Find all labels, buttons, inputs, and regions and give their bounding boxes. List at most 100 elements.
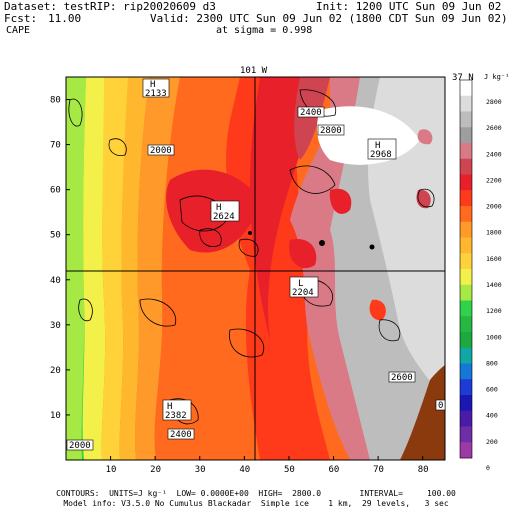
colorbar-swatch bbox=[460, 395, 472, 412]
x-tick-label: 10 bbox=[106, 465, 117, 475]
y-tick-label: 40 bbox=[50, 276, 61, 286]
colorbar-swatch bbox=[460, 111, 472, 128]
svg-text:H: H bbox=[216, 203, 221, 213]
x-tick-label: 80 bbox=[418, 465, 429, 475]
colorbar-swatch bbox=[460, 158, 472, 175]
colorbar-swatch bbox=[460, 410, 472, 427]
contour-label-2800: 2800 bbox=[317, 124, 345, 136]
sigma-label: at sigma = 0.998 bbox=[216, 25, 313, 36]
colorbar-swatch bbox=[460, 174, 472, 191]
svg-text:H: H bbox=[150, 80, 155, 90]
colorbar-units: J kg⁻¹ bbox=[484, 73, 509, 81]
colorbar-label: 2000 bbox=[486, 203, 502, 211]
y-tick-label: 60 bbox=[50, 186, 61, 196]
y-axis-ticks: 10 20 30 40 50 60 70 80 bbox=[50, 96, 70, 421]
dataset-label: Dataset: test bbox=[4, 0, 91, 13]
contour-label-2000-south: 2000 bbox=[66, 439, 94, 451]
colorbar-swatch bbox=[460, 143, 472, 160]
contour-label-2400-south: 2400 bbox=[167, 428, 195, 440]
svg-text:2624: 2624 bbox=[213, 212, 235, 222]
high-2133: H 2133 bbox=[142, 78, 170, 99]
colorbar-swatch bbox=[460, 221, 472, 238]
colorbar-swatch bbox=[460, 332, 472, 349]
x-axis-ticks: 10 20 30 40 50 60 70 80 bbox=[106, 456, 429, 475]
meridian-label: 101 W bbox=[240, 66, 268, 76]
svg-text:2600: 2600 bbox=[391, 373, 413, 383]
footer-model-info: Model info: V3.5.0 No Cumulus Blackadar … bbox=[63, 499, 449, 508]
svg-text:2968: 2968 bbox=[370, 150, 392, 160]
fcst-value: 11.00 bbox=[48, 12, 82, 25]
colorbar-label: 1600 bbox=[486, 255, 502, 263]
x-tick-label: 60 bbox=[329, 465, 340, 475]
colorbar-swatch bbox=[460, 190, 472, 207]
colorbar-swatch bbox=[460, 237, 472, 254]
colorbar-label: 400 bbox=[486, 412, 498, 420]
colorbar bbox=[459, 79, 473, 459]
colorbar-label: 1200 bbox=[486, 307, 502, 315]
svg-text:2382: 2382 bbox=[165, 411, 187, 421]
svg-text:2400: 2400 bbox=[300, 108, 322, 118]
colorbar-swatch bbox=[460, 363, 472, 380]
init-label: Init: 1200 UTC Sun 09 Jun 02 bbox=[316, 0, 502, 13]
colorbar-swatch bbox=[460, 300, 472, 317]
colorbar-swatch bbox=[460, 284, 472, 301]
colorbar-label: 2800 bbox=[486, 98, 502, 106]
svg-text:L: L bbox=[298, 279, 303, 289]
y-tick-label: 20 bbox=[50, 366, 61, 376]
colorbar-label: 800 bbox=[486, 359, 498, 367]
valid-label: Valid: 2300 UTC Sun 09 Jun 02 (1800 CDT … bbox=[150, 12, 508, 25]
x-tick-label: 40 bbox=[239, 465, 250, 475]
parallel-label: 37 N bbox=[452, 73, 474, 83]
rip-label: RIP: rip20020609 d3 bbox=[90, 0, 216, 13]
colorbar-label: 2200 bbox=[486, 176, 502, 184]
y-tick-label: 50 bbox=[50, 231, 61, 241]
y-tick-label: 70 bbox=[50, 141, 61, 151]
fcst-label: Fcst: bbox=[4, 12, 38, 25]
svg-text:2400: 2400 bbox=[170, 430, 192, 440]
x-tick-label: 50 bbox=[284, 465, 295, 475]
svg-text:H: H bbox=[375, 141, 380, 151]
colorbar-labels: 2800260024002200200018001600140012001000… bbox=[486, 98, 502, 472]
colorbar-swatch bbox=[460, 127, 472, 144]
svg-text:0: 0 bbox=[438, 401, 443, 411]
field-label: CAPE bbox=[6, 25, 31, 36]
colorbar-swatch bbox=[460, 316, 472, 333]
footer-contours: CONTOURS: UNITS=J kg⁻¹ LOW= 0.0000E+00 H… bbox=[56, 489, 456, 498]
colorbar-label: 1400 bbox=[486, 281, 502, 289]
x-tick-label: 30 bbox=[195, 465, 206, 475]
colorbar-swatch bbox=[460, 269, 472, 286]
colorbar-swatch bbox=[460, 206, 472, 223]
colorbar-swatch bbox=[460, 347, 472, 364]
colorbar-label: 0 bbox=[486, 464, 490, 472]
x-tick-label: 20 bbox=[150, 465, 161, 475]
svg-text:2133: 2133 bbox=[145, 89, 167, 99]
y-tick-label: 30 bbox=[50, 321, 61, 331]
svg-text:H: H bbox=[167, 402, 172, 412]
contour-label-2400: 2400 bbox=[297, 106, 325, 118]
y-tick-label: 10 bbox=[50, 411, 61, 421]
colorbar-label: 2400 bbox=[486, 150, 502, 158]
contour-label-2600: 2600 bbox=[388, 371, 416, 383]
colorbar-swatch bbox=[460, 442, 472, 459]
svg-text:2000: 2000 bbox=[69, 441, 91, 451]
contour-label-2000: 2000 bbox=[147, 144, 175, 156]
colorbar-swatch bbox=[460, 379, 472, 396]
svg-text:2800: 2800 bbox=[320, 126, 342, 136]
low-2204: L 2204 bbox=[289, 276, 319, 298]
colorbar-swatch bbox=[460, 253, 472, 270]
high-2624: H 2624 bbox=[210, 200, 240, 222]
y-tick-label: 80 bbox=[50, 96, 61, 106]
high-2382: H 2382 bbox=[162, 399, 192, 421]
colorbar-label: 2600 bbox=[486, 124, 502, 132]
colorbar-swatch bbox=[460, 80, 472, 97]
colorbar-label: 200 bbox=[486, 438, 498, 446]
contour-label-0: 0 bbox=[435, 399, 446, 411]
svg-text:2204: 2204 bbox=[292, 288, 314, 298]
svg-text:2000: 2000 bbox=[150, 146, 172, 156]
colorbar-swatch bbox=[460, 426, 472, 443]
colorbar-frame bbox=[459, 79, 473, 459]
colorbar-label: 1800 bbox=[486, 229, 502, 237]
high-2968: H 2968 bbox=[367, 138, 397, 160]
colorbar-label: 600 bbox=[486, 386, 498, 394]
